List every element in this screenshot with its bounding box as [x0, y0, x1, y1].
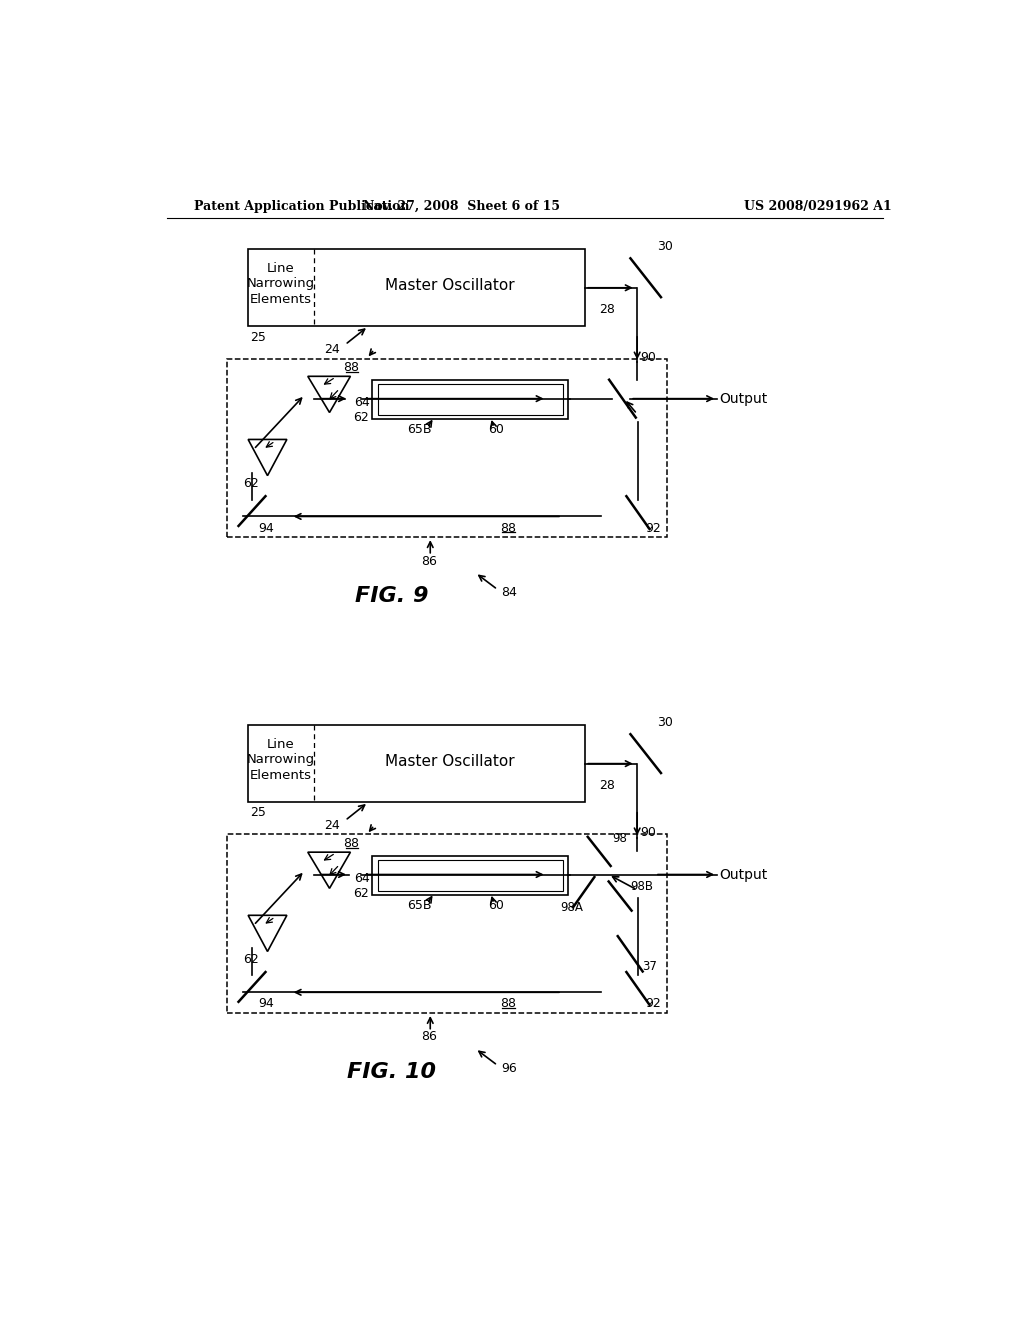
Text: 88: 88: [343, 837, 359, 850]
Text: 30: 30: [657, 717, 673, 730]
Text: FIG. 9: FIG. 9: [354, 586, 428, 606]
Text: 62: 62: [243, 477, 258, 490]
Text: 30: 30: [657, 240, 673, 253]
Text: 25: 25: [250, 330, 265, 343]
Text: 98: 98: [612, 832, 628, 845]
Text: 88: 88: [343, 362, 359, 375]
Text: US 2008/0291962 A1: US 2008/0291962 A1: [743, 199, 892, 213]
Bar: [372, 380, 568, 418]
Text: 64: 64: [354, 871, 370, 884]
Text: 37: 37: [642, 961, 656, 973]
Text: 65B: 65B: [408, 899, 432, 912]
Bar: [248, 249, 586, 326]
Text: 64: 64: [354, 396, 370, 409]
Bar: [248, 725, 586, 803]
Text: 28: 28: [599, 302, 614, 315]
Text: Elements: Elements: [250, 293, 311, 306]
Polygon shape: [248, 440, 287, 475]
Text: 24: 24: [324, 818, 340, 832]
Text: 96: 96: [501, 1063, 516, 1074]
Text: 92: 92: [646, 521, 662, 535]
Text: 62: 62: [352, 887, 369, 900]
Text: Line: Line: [267, 738, 295, 751]
Bar: [378, 859, 563, 891]
Text: 24: 24: [324, 343, 340, 356]
Text: 94: 94: [258, 998, 274, 1010]
Text: Patent Application Publication: Patent Application Publication: [194, 199, 410, 213]
Text: Nov. 27, 2008  Sheet 6 of 15: Nov. 27, 2008 Sheet 6 of 15: [362, 199, 560, 213]
Text: Narrowing: Narrowing: [247, 754, 314, 767]
Polygon shape: [248, 915, 287, 952]
Text: 98B: 98B: [630, 880, 653, 894]
Text: 90: 90: [640, 826, 656, 840]
Text: 90: 90: [640, 351, 656, 363]
Text: 86: 86: [421, 1031, 436, 1044]
Text: 98A: 98A: [560, 902, 584, 915]
Text: 92: 92: [646, 998, 662, 1010]
Text: 94: 94: [258, 521, 274, 535]
Bar: [227, 359, 667, 537]
Text: 62: 62: [243, 953, 258, 966]
Bar: [372, 857, 568, 895]
Text: 84: 84: [501, 586, 517, 599]
Text: 86: 86: [421, 554, 436, 568]
Text: 88: 88: [500, 998, 516, 1010]
Text: 60: 60: [488, 422, 504, 436]
Text: 65B: 65B: [408, 422, 432, 436]
Polygon shape: [308, 376, 350, 412]
Bar: [378, 384, 563, 414]
Text: Master Oscillator: Master Oscillator: [385, 754, 514, 768]
Text: 62: 62: [352, 412, 369, 425]
Text: FIG. 10: FIG. 10: [347, 1061, 436, 1081]
Text: 28: 28: [599, 779, 614, 792]
Text: Master Oscillator: Master Oscillator: [385, 279, 514, 293]
Text: Elements: Elements: [250, 768, 311, 781]
Text: Narrowing: Narrowing: [247, 277, 314, 290]
Polygon shape: [308, 853, 350, 888]
Text: Output: Output: [719, 392, 768, 405]
Text: 60: 60: [488, 899, 504, 912]
Text: Line: Line: [267, 261, 295, 275]
Text: 88: 88: [500, 521, 516, 535]
Text: 25: 25: [250, 807, 265, 820]
Bar: [227, 834, 667, 1014]
Text: Output: Output: [719, 867, 768, 882]
